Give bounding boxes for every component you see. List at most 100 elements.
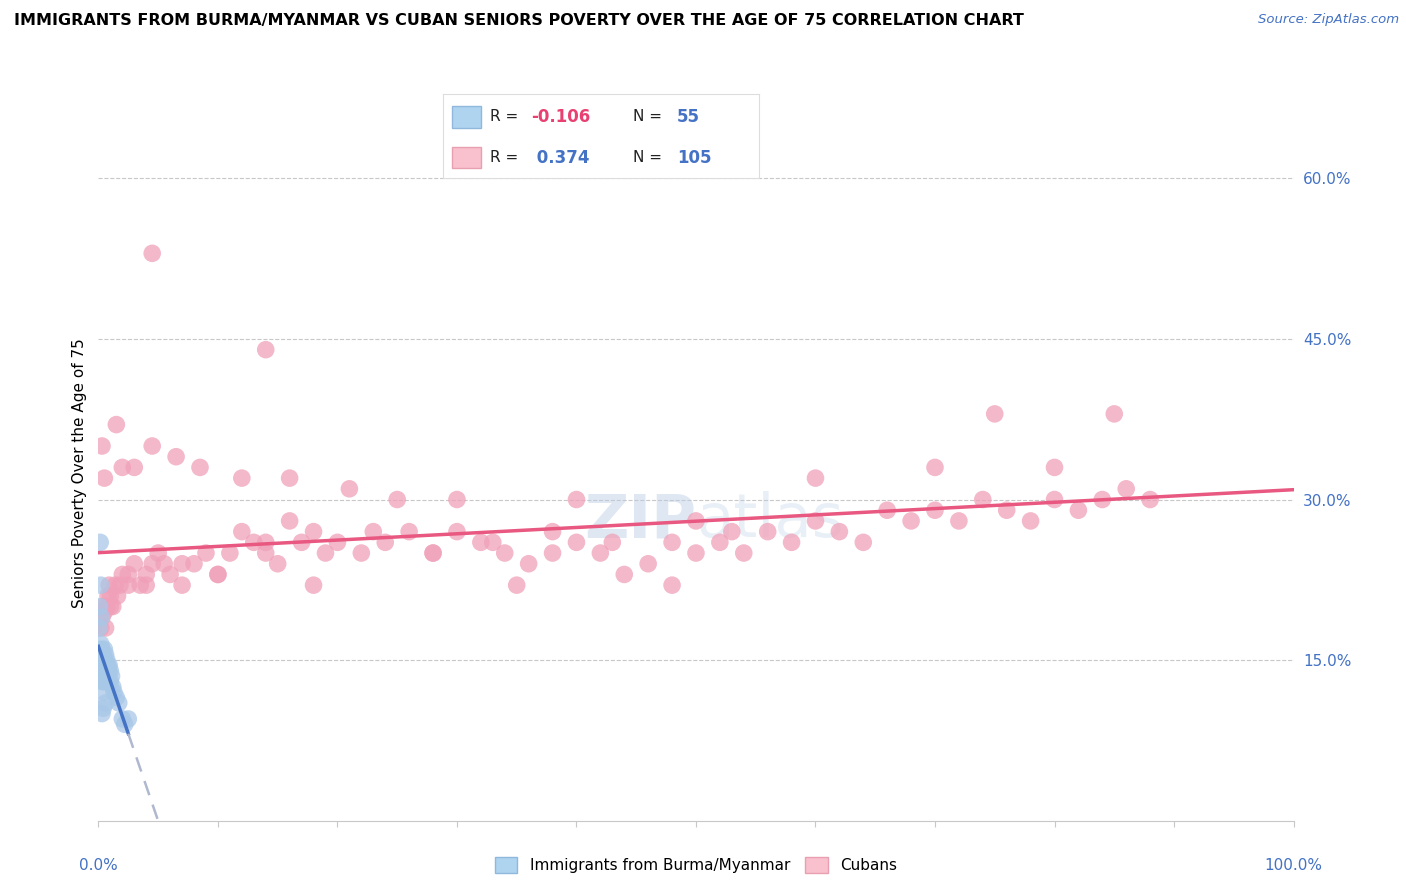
Point [756, 524, 779, 539]
Point [995, 503, 1018, 517]
Point [1019, 514, 1042, 528]
Point [720, 524, 742, 539]
Point [278, 471, 301, 485]
Point [97, 589, 120, 603]
Point [231, 524, 253, 539]
Text: 100.0%: 100.0% [1264, 858, 1323, 873]
Point [91, 439, 114, 453]
Point [101, 599, 124, 614]
Point [278, 514, 301, 528]
Point [107, 589, 129, 603]
Point [876, 503, 898, 517]
Point [93, 605, 115, 619]
Point [97, 664, 120, 678]
Point [207, 567, 229, 582]
Point [111, 712, 134, 726]
Point [96, 653, 118, 667]
Point [852, 535, 875, 549]
Point [984, 407, 1007, 421]
Text: 105: 105 [678, 149, 711, 167]
Point [948, 514, 970, 528]
Point [90, 658, 112, 673]
Point [374, 535, 396, 549]
Point [94, 669, 117, 683]
Text: R =: R = [491, 110, 519, 125]
Text: 55: 55 [678, 108, 700, 126]
Point [254, 535, 277, 549]
Point [172, 557, 194, 571]
Point [100, 669, 122, 683]
Point [89, 664, 111, 678]
Point [90, 648, 112, 662]
Point [135, 567, 157, 582]
Point [91, 664, 114, 678]
Point [602, 535, 624, 549]
Point [148, 546, 170, 560]
Point [1102, 407, 1125, 421]
Point [91, 706, 114, 721]
Point [117, 567, 139, 582]
Point [661, 578, 683, 592]
Y-axis label: Seniors Poverty Over the Age of 75: Seniors Poverty Over the Age of 75 [72, 338, 87, 607]
Point [108, 578, 131, 592]
Point [91, 669, 114, 683]
Point [93, 664, 115, 678]
Point [101, 680, 124, 694]
Point [661, 535, 683, 549]
Point [141, 439, 163, 453]
Legend: Immigrants from Burma/Myanmar, Cubans: Immigrants from Burma/Myanmar, Cubans [488, 851, 904, 880]
Point [733, 546, 755, 560]
Point [96, 599, 118, 614]
Point [89, 642, 111, 657]
Point [93, 653, 115, 667]
Point [565, 535, 588, 549]
Point [98, 674, 121, 689]
Point [93, 669, 115, 683]
Point [972, 492, 994, 507]
Point [481, 535, 505, 549]
Point [589, 546, 612, 560]
Point [243, 535, 266, 549]
Text: 0.374: 0.374 [531, 149, 591, 167]
Point [98, 578, 121, 592]
Point [219, 546, 242, 560]
Point [117, 578, 139, 592]
Point [129, 578, 152, 592]
Point [326, 535, 349, 549]
Point [290, 535, 312, 549]
Point [94, 621, 117, 635]
Point [97, 669, 120, 683]
Point [93, 642, 115, 657]
Point [124, 460, 146, 475]
Point [94, 664, 117, 678]
Point [302, 578, 325, 592]
Point [565, 492, 588, 507]
Point [780, 535, 803, 549]
Text: IMMIGRANTS FROM BURMA/MYANMAR VS CUBAN SENIORS POVERTY OVER THE AGE OF 75 CORREL: IMMIGRANTS FROM BURMA/MYANMAR VS CUBAN S… [14, 13, 1024, 29]
Point [124, 557, 146, 571]
Point [94, 658, 117, 673]
Point [1139, 492, 1161, 507]
Point [91, 610, 114, 624]
Point [91, 658, 114, 673]
Point [104, 578, 127, 592]
Point [94, 648, 117, 662]
Point [98, 674, 122, 689]
Point [517, 557, 540, 571]
Point [1091, 492, 1114, 507]
Point [159, 567, 181, 582]
Point [90, 658, 112, 673]
Point [87, 621, 110, 635]
Point [89, 535, 111, 549]
Point [96, 669, 118, 683]
Point [422, 546, 444, 560]
Point [117, 712, 139, 726]
Point [153, 557, 176, 571]
Point [194, 546, 218, 560]
Point [506, 578, 529, 592]
Point [924, 460, 946, 475]
Point [91, 701, 114, 715]
Point [94, 696, 117, 710]
Point [302, 524, 325, 539]
Point [93, 471, 115, 485]
